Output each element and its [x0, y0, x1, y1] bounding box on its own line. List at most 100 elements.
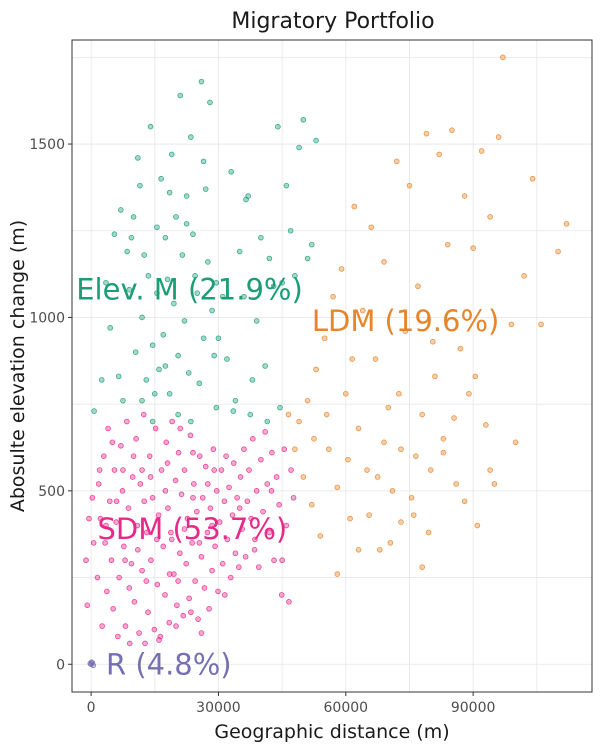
data-point — [178, 491, 185, 498]
data-point — [279, 557, 285, 564]
data-point — [334, 484, 341, 491]
data-point — [213, 279, 220, 286]
data-point — [239, 526, 246, 532]
data-point — [334, 571, 341, 577]
data-point — [202, 186, 209, 192]
data-point — [183, 560, 189, 567]
data-point — [278, 592, 285, 598]
data-point — [224, 356, 230, 362]
data-point — [205, 259, 211, 265]
data-point — [152, 425, 159, 432]
data-point — [215, 588, 221, 595]
data-point — [304, 255, 311, 262]
data-point — [478, 148, 485, 154]
data-point — [483, 422, 489, 428]
y-tick-label: 1500 — [29, 137, 65, 153]
data-point — [102, 540, 108, 546]
data-point — [398, 519, 404, 525]
data-point — [444, 241, 451, 248]
data-point — [177, 425, 184, 432]
data-point — [120, 467, 126, 473]
data-point — [281, 446, 288, 453]
data-point — [219, 560, 226, 567]
data-point — [521, 273, 527, 279]
data-point — [430, 338, 436, 345]
data-point — [134, 547, 141, 553]
data-point — [321, 335, 328, 342]
data-point — [207, 99, 213, 106]
data-points — [83, 54, 570, 669]
data-point — [156, 637, 162, 643]
data-point — [124, 248, 130, 255]
data-point — [213, 488, 220, 494]
data-point — [154, 224, 160, 231]
data-point — [95, 481, 102, 487]
data-point — [90, 662, 97, 669]
data-point — [266, 529, 273, 536]
data-point — [137, 481, 144, 487]
data-point — [232, 397, 239, 404]
data-point — [108, 557, 115, 564]
data-point — [201, 585, 208, 591]
data-point — [345, 456, 351, 463]
data-point — [273, 474, 280, 480]
data-point — [126, 286, 133, 293]
data-point — [304, 397, 311, 404]
data-point — [126, 585, 133, 591]
data-point — [173, 214, 179, 220]
data-point — [376, 547, 383, 553]
data-point — [472, 373, 479, 380]
data-point — [139, 467, 145, 473]
data-point — [103, 522, 109, 529]
data-point — [164, 276, 171, 283]
data-point — [103, 279, 109, 286]
data-point — [211, 467, 218, 473]
data-point — [104, 588, 110, 595]
data-point — [115, 633, 121, 640]
data-point — [283, 182, 290, 189]
y-tick-label: 500 — [38, 484, 65, 500]
data-point — [216, 519, 223, 525]
data-point — [173, 623, 179, 629]
data-point — [436, 151, 442, 158]
data-point — [288, 467, 294, 473]
data-point — [264, 481, 271, 487]
data-point — [209, 307, 215, 314]
data-point — [229, 512, 236, 518]
data-point — [449, 127, 455, 133]
data-point — [195, 616, 201, 622]
data-point — [181, 318, 188, 324]
data-point — [349, 356, 355, 362]
data-point — [487, 214, 493, 220]
data-point — [183, 221, 190, 227]
data-point — [83, 557, 89, 564]
data-point — [194, 290, 201, 296]
data-point — [470, 245, 476, 251]
data-point — [461, 193, 468, 199]
data-point — [143, 578, 150, 584]
data-point — [250, 436, 256, 442]
data-point — [338, 266, 345, 272]
data-point — [151, 626, 158, 633]
data-point — [218, 467, 225, 473]
data-point — [198, 78, 205, 85]
data-point — [311, 436, 317, 442]
data-point — [219, 293, 226, 300]
data-point — [410, 512, 417, 518]
data-point — [269, 449, 275, 456]
data-point — [190, 494, 196, 501]
data-point — [146, 453, 153, 459]
data-point — [292, 273, 298, 279]
data-point — [192, 273, 198, 279]
data-point — [432, 373, 438, 380]
cluster-labels: R (4.8%) SDM (53.7%) Elev. M (21.9%) LDM (1… — [76, 273, 499, 682]
data-point — [296, 418, 302, 425]
data-point — [277, 404, 283, 411]
data-point — [86, 515, 92, 522]
cluster-label: LDM (19.6%) — [312, 304, 499, 338]
data-point — [287, 227, 294, 234]
data-point — [130, 453, 137, 459]
cluster-label: SDM (53.7%) — [97, 512, 287, 546]
data-point — [271, 557, 277, 564]
data-point — [223, 453, 229, 459]
